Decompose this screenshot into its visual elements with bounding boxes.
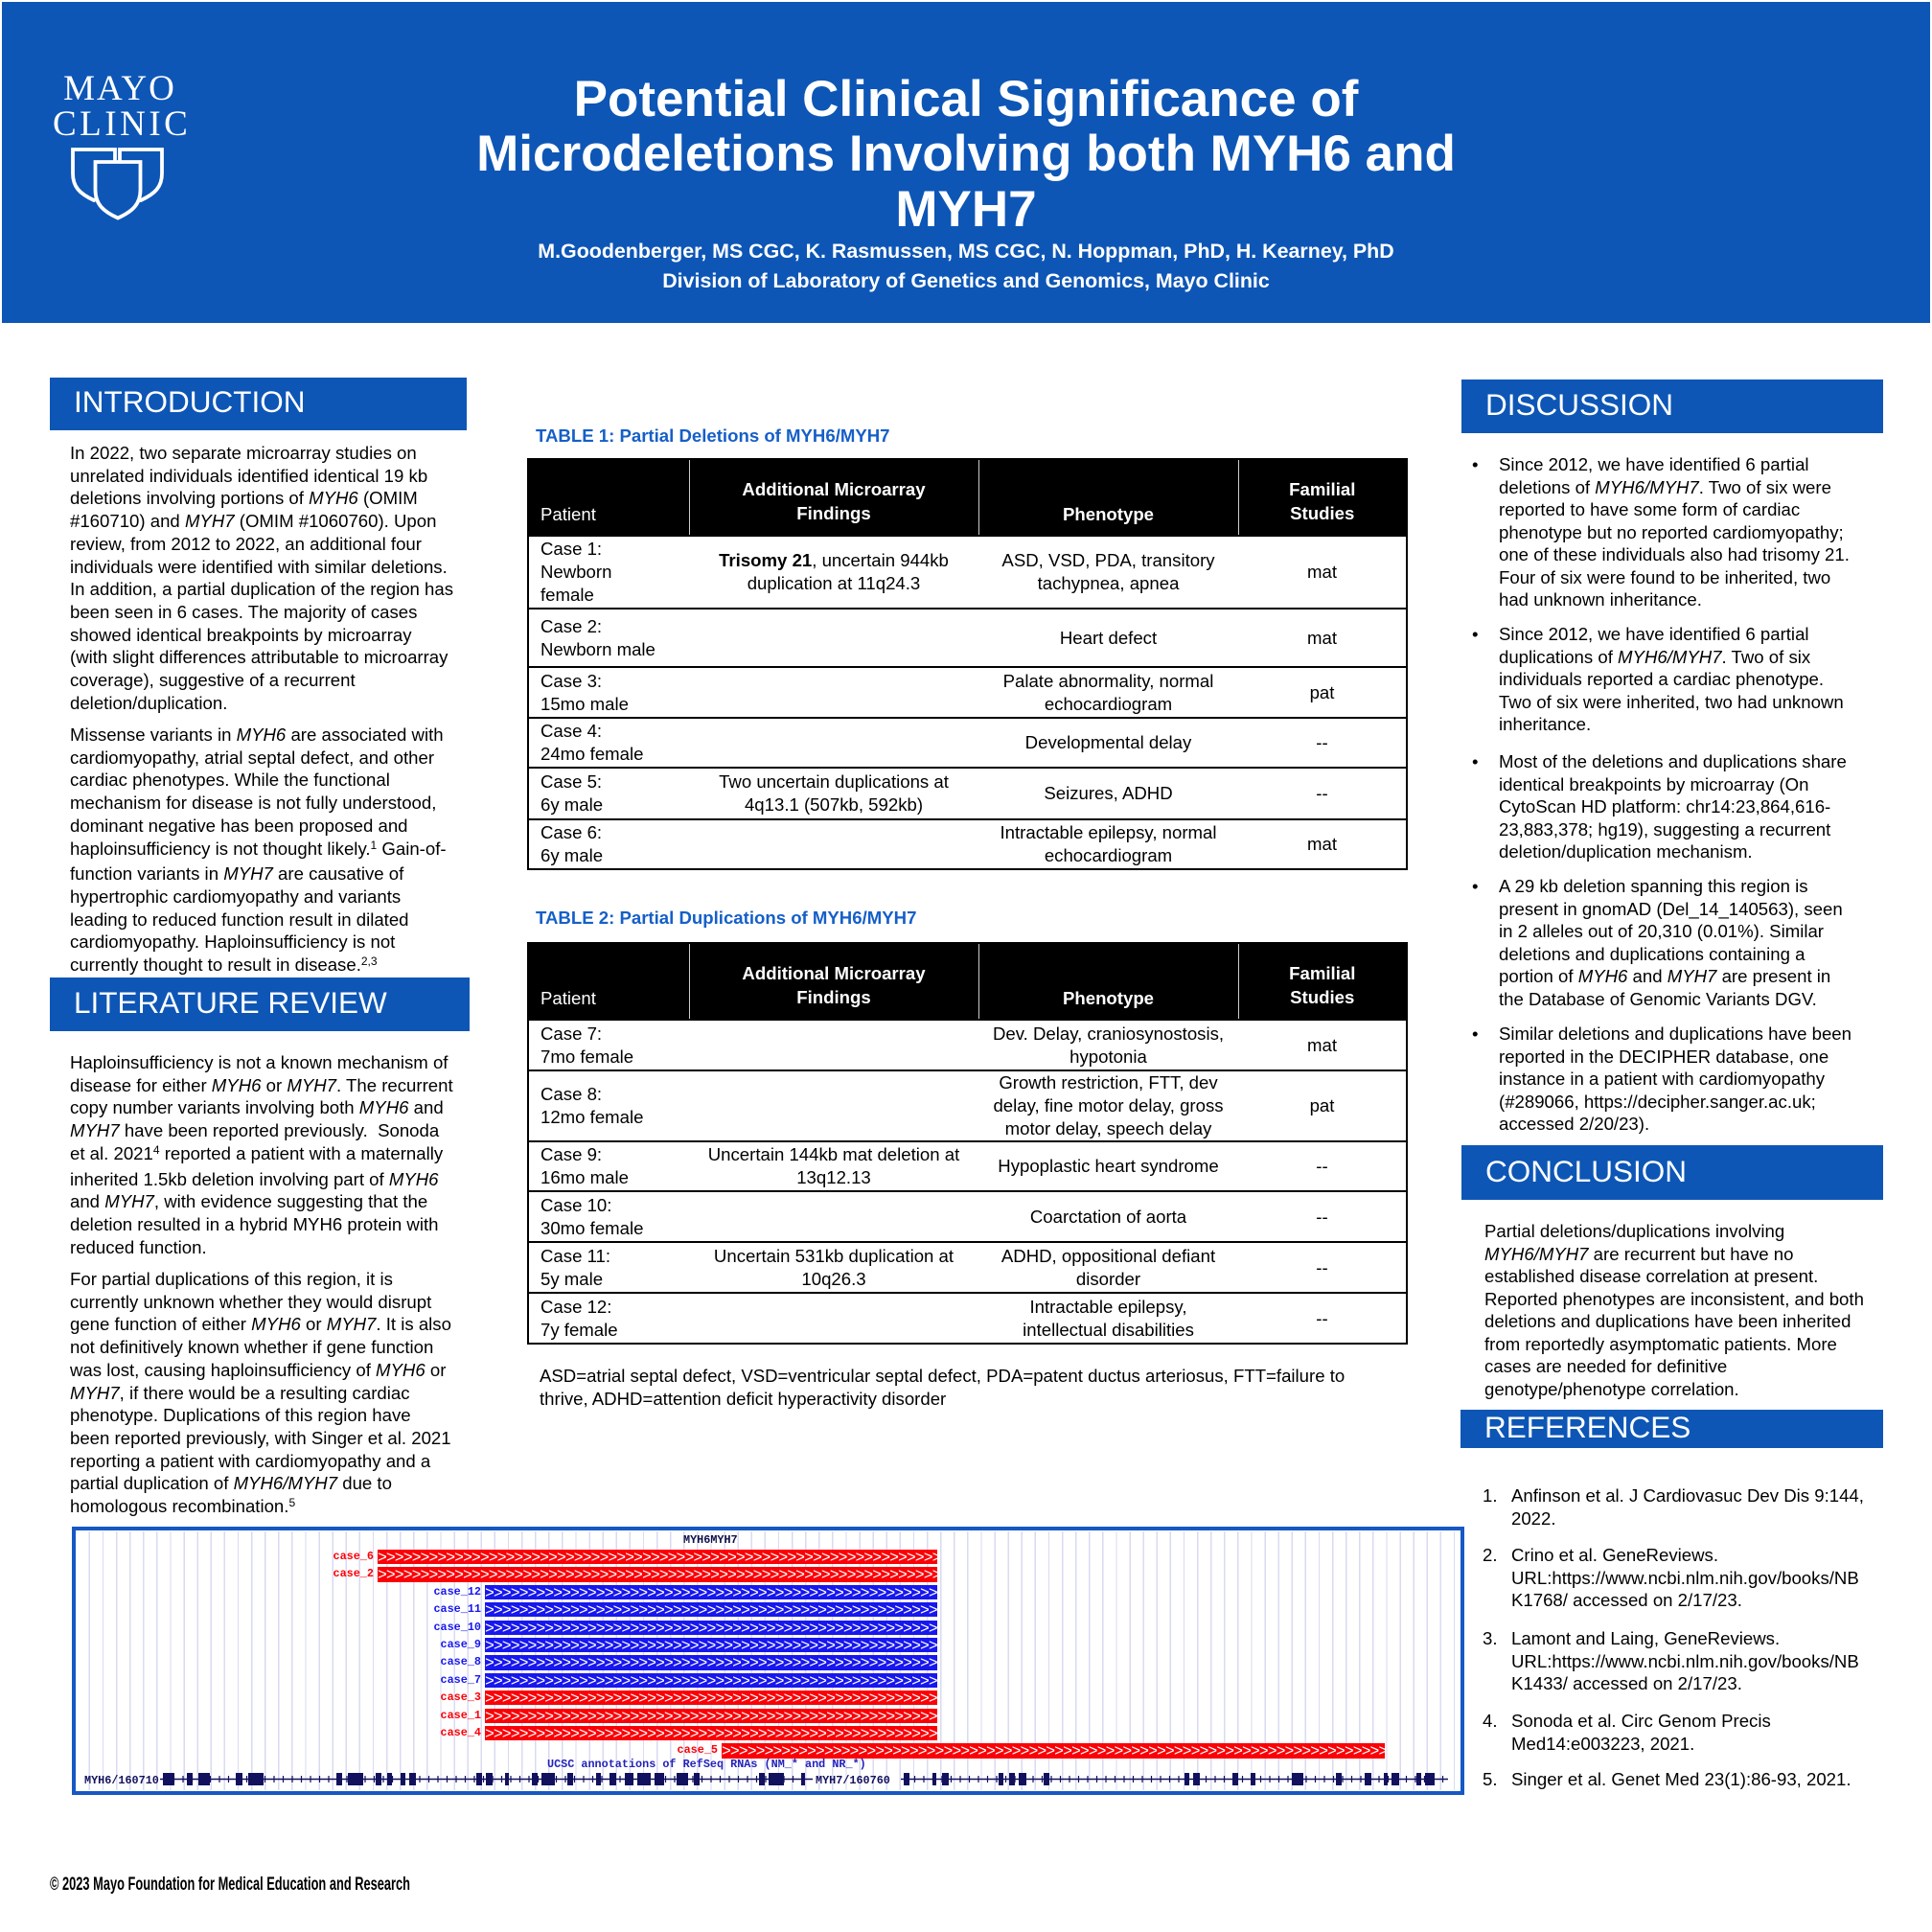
svg-text:MYH7/160760: MYH7/160760 — [816, 1774, 890, 1787]
svg-text:MYH6/160710: MYH6/160710 — [84, 1774, 159, 1787]
